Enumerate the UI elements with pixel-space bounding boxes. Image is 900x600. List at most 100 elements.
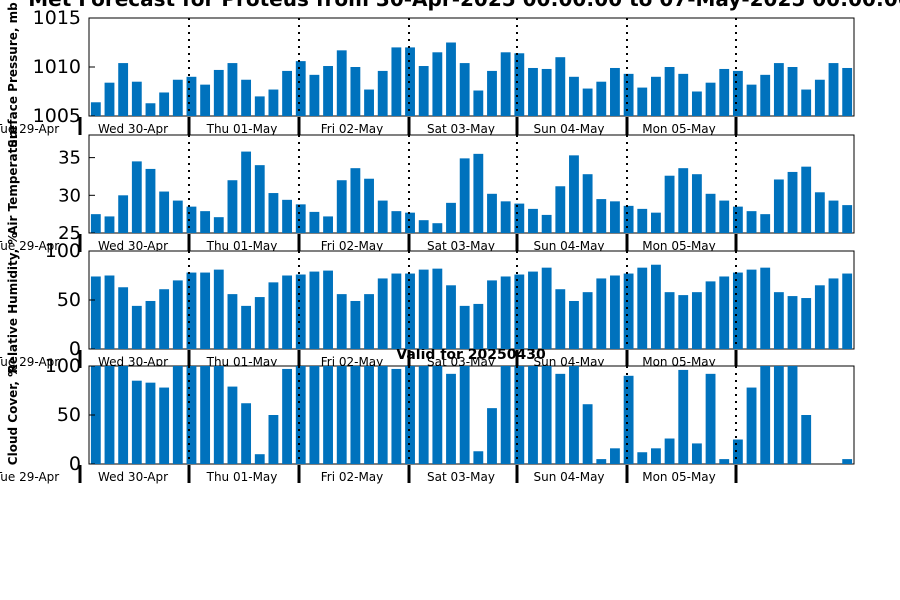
y-axis-label: Cloud Cover, % [6,365,20,465]
bar [268,193,279,233]
bar [200,272,211,349]
bar [377,70,388,116]
bar [172,79,183,116]
bar [241,151,252,233]
bar [500,276,511,349]
bar [651,76,661,116]
bar [746,269,757,349]
x-tick-label: Tue 29-Apr [0,470,59,484]
bar [145,103,156,116]
bar [637,452,648,464]
bar [159,191,170,233]
bar [487,408,497,464]
bar [828,200,839,233]
bar [719,68,730,116]
bar [801,89,812,116]
bar [432,268,443,349]
bar [172,366,183,464]
bar [282,70,292,116]
bar [336,180,347,233]
y-tick-label: 30 [58,185,81,206]
bar [828,63,839,116]
bar [104,275,115,349]
bar [145,382,156,464]
bar [295,274,306,349]
bar [405,273,415,349]
bar [596,81,607,116]
bar [200,211,211,233]
bar [391,47,402,116]
bar [719,276,730,349]
bar [446,202,456,233]
bar [842,459,853,464]
x-tick-label: Fri 02-May [321,470,384,484]
bar [323,216,333,233]
bar [610,201,620,233]
bar [678,369,689,464]
bar [364,294,374,349]
bar [500,201,511,233]
bar [323,270,333,349]
bar [541,267,552,349]
bar [814,192,825,233]
bar [350,366,361,464]
bar [227,386,238,464]
y-tick-label: 0 [69,453,81,475]
bar [377,278,388,349]
bar [623,73,634,116]
bar [131,305,142,349]
bar [555,373,566,464]
bar [500,366,511,464]
bar [555,186,566,233]
bar [610,448,620,464]
x-tick-label: Tue 29-Apr [0,239,59,253]
bar [664,292,675,349]
bar [377,366,388,464]
y-tick-label: 1005 [33,105,81,127]
bar [131,380,142,464]
bar [405,47,415,116]
bar [254,454,265,464]
y-tick-label: 35 [58,148,81,169]
bar [473,90,484,116]
bar [131,81,142,116]
bar [528,271,538,349]
bar [90,276,101,349]
x-tick-label: Sun 04-May [533,239,604,253]
bar [90,214,101,233]
bar [432,366,443,464]
bar [732,272,743,349]
bar [446,373,456,464]
bar [596,199,607,233]
bar [364,178,374,233]
bar [828,278,839,349]
x-tick-label: Fri 02-May [321,239,384,253]
y-axis-label: Air Temperature [6,125,20,235]
bar [678,295,689,349]
bar [514,366,525,464]
x-tick-label: Mon 05-May [642,122,716,136]
panel-1: 1005 1010 1015 Tue 29-Apr Wed 30-Apr Thu 01-M… [0,2,855,148]
x-tick-label: Sat 03-May [427,122,495,136]
bar [418,220,429,233]
bar [528,366,538,464]
bar [705,281,716,349]
bar [90,102,101,116]
panel-2: 25 30 35 Tue 29-Apr Wed 30-Apr Thu 01-May Fri … [0,125,855,253]
bar [842,67,853,116]
bar [773,63,784,116]
bar [377,200,388,233]
bar [213,366,224,464]
bar [500,52,511,116]
bar [487,70,497,116]
y-tick-label: 1015 [33,7,81,29]
bar [268,415,279,464]
bar [691,292,702,349]
x-tick-label: Wed 30-Apr [98,239,168,253]
bar [418,269,429,349]
bar [719,459,730,464]
x-tick-label: Thu 01-May [206,239,278,253]
x-tick-label: Thu 01-May [206,470,278,484]
bar [596,278,607,349]
bar [691,443,702,464]
